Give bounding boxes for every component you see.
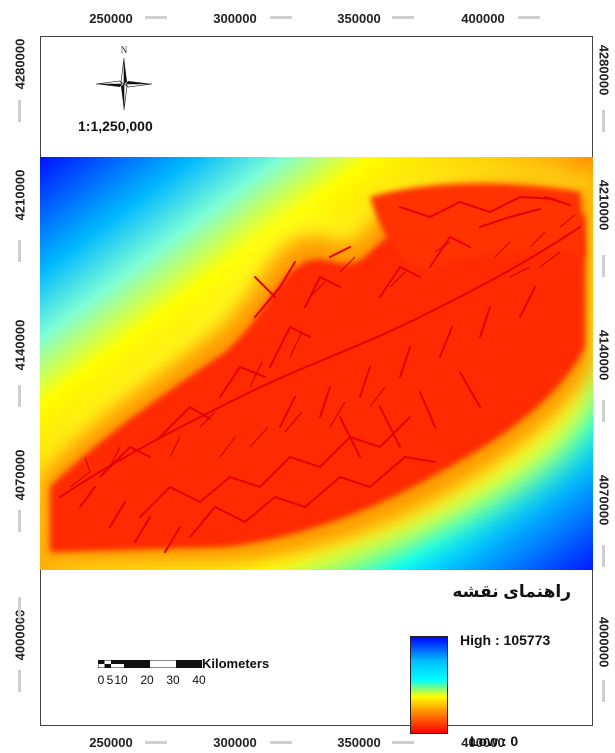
x-tick-label-top: 300000: [213, 11, 257, 26]
scale-tick-label: 10: [114, 673, 128, 687]
x-tick-label-bottom: 350000: [337, 735, 381, 750]
legend-color-ramp: [410, 636, 448, 734]
scale-bar-units: Kilometers: [202, 656, 270, 671]
north-label: N: [121, 45, 128, 55]
x-tick-label-top: 400000: [461, 11, 505, 26]
scale-bar: [98, 660, 202, 668]
x-tick-label-bottom: 250000: [89, 735, 133, 750]
scale-tick-label: 20: [140, 673, 154, 687]
y-tick-label-left: 4140000: [12, 319, 28, 371]
scale-tick-label: 5: [106, 673, 114, 687]
distance-raster-map: [40, 157, 593, 570]
y-tick-label-left: 4280000: [12, 38, 28, 90]
y-tick-label-right: 4210000: [596, 179, 612, 231]
x-tick-label-bottom: 400000: [461, 735, 505, 750]
x-tick-label-bottom: 300000: [213, 735, 257, 750]
scale-tick-label: 0: [97, 673, 105, 687]
y-tick-label-right: 4070000: [596, 474, 612, 526]
scale-bar-tick-labels: 0 5 10 20 30 40: [94, 673, 214, 687]
y-tick-label-right: 4140000: [596, 329, 612, 381]
y-tick-label-right: 4280000: [596, 44, 612, 96]
scale-tick-label: 40: [192, 673, 206, 687]
legend-high-label: High : 105773: [460, 632, 551, 648]
legend-title: راهنمای نقشه: [452, 582, 571, 601]
scale-tick-label: 30: [166, 673, 180, 687]
scale-ratio-text: 1:1,250,000: [78, 118, 153, 134]
legend-low-label: Low : 0: [470, 733, 519, 749]
y-tick-label-left: 4210000: [12, 169, 28, 221]
x-tick-label-top: 350000: [337, 11, 381, 26]
x-tick-label-top: 250000: [89, 11, 133, 26]
y-tick-label-left: 4070000: [12, 449, 28, 501]
y-tick-label-right: 4000000: [596, 616, 612, 668]
north-arrow-icon: N: [95, 45, 153, 111]
